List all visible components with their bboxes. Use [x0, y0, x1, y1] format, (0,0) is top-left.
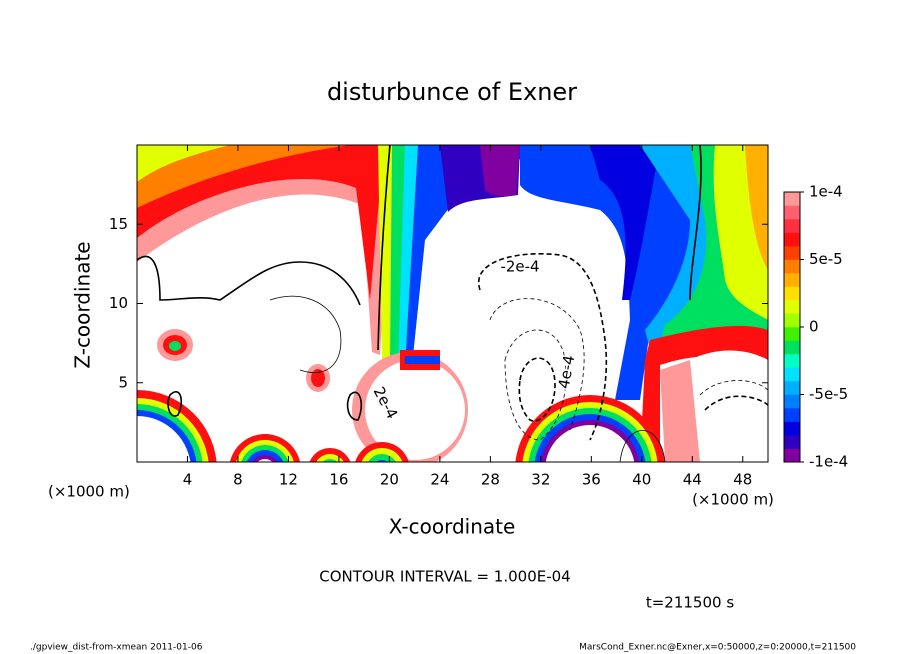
colorbar-band [784, 408, 800, 422]
x-tick-label: 24 [430, 471, 449, 489]
contour-line [269, 296, 342, 373]
y-tick-label: 5 [118, 373, 128, 391]
x-tick-label: 40 [632, 471, 651, 489]
contour-line [377, 145, 391, 351]
colorbar-band [784, 448, 800, 463]
field-ring [355, 442, 409, 462]
time-label: t=211500 s [646, 594, 734, 612]
chart-title: disturbunce of Exner [327, 78, 577, 106]
x-tick-label: 36 [582, 471, 601, 489]
x-tick-label: 44 [683, 471, 702, 489]
y-tick-label: 10 [109, 294, 128, 312]
contour-line [477, 252, 608, 441]
x-tick-label: 8 [233, 471, 243, 489]
x-tick-label: 12 [279, 471, 298, 489]
field-band [480, 145, 520, 197]
colorbar-band [784, 259, 800, 274]
contour-line [619, 430, 666, 462]
y-unit: (×1000 m) [48, 483, 130, 501]
field-band [690, 350, 768, 462]
x-tick-label: 32 [531, 471, 550, 489]
colorbar-band [784, 327, 800, 341]
field-band [137, 145, 350, 208]
colorbar-band [784, 340, 800, 355]
colorbar-band [784, 435, 800, 449]
field-band [590, 145, 660, 300]
field-band [660, 360, 700, 462]
x-axis-title: X-coordinate [389, 515, 516, 539]
colorbar-tick-label: -5e-5 [809, 385, 848, 403]
x-tick-label: 48 [733, 471, 752, 489]
footer-right: MarsCond_Exner.nc@Exner,x=0:50000,z=0:20… [579, 643, 856, 653]
contour-field [137, 145, 768, 462]
colorbar-tick-label: -1e-4 [809, 453, 848, 471]
field-band [745, 145, 768, 270]
field-ring [137, 390, 217, 462]
x-tick-label: 16 [329, 471, 348, 489]
field-band [520, 145, 700, 400]
contour-line [167, 390, 182, 417]
contour-line [504, 329, 567, 441]
colorbar-band [784, 354, 800, 368]
field-band [137, 145, 230, 182]
x-tick-label: 28 [481, 471, 500, 489]
colorbar-band [784, 421, 800, 436]
field-ring [352, 350, 468, 462]
colorbar-band [784, 394, 800, 409]
colorbar-band [784, 192, 800, 206]
contour-line [518, 357, 556, 422]
colorbar-band [784, 219, 800, 233]
colorbar-band [784, 205, 800, 220]
y-tick-label: 15 [109, 215, 128, 233]
colorbar-band [784, 232, 800, 247]
contour-label: -2e-4 [500, 258, 539, 276]
field-band [405, 145, 525, 366]
colorbar-band [784, 273, 800, 287]
field-ring [309, 448, 351, 462]
colorbar-band [784, 381, 800, 395]
contour-line [699, 380, 768, 396]
contour-interval: CONTOUR INTERVAL = 1.000E-04 [319, 568, 570, 586]
contour-line [689, 145, 702, 301]
colorbar-tick-label: 1e-4 [809, 183, 843, 201]
colorbar-tick-label: 0 [809, 318, 819, 336]
contour-line [346, 391, 362, 421]
footer-left: ./gpview_dist-from-xmean 2011-01-06 [30, 643, 203, 653]
colorbar-tick-label: 5e-5 [809, 250, 843, 268]
field-band [640, 325, 768, 462]
contour-line [137, 255, 361, 306]
x-unit: (×1000 m) [692, 491, 774, 509]
colorbar-band [784, 246, 800, 260]
x-tick-label: 20 [380, 471, 399, 489]
colorbar-band [784, 367, 800, 382]
colorbar-band [784, 313, 800, 328]
x-tick-label: 4 [183, 471, 193, 489]
colorbar-band [784, 300, 800, 314]
colorbar-band [784, 286, 800, 301]
y-axis-title: Z-coordinate [71, 241, 95, 368]
field-ring [229, 434, 301, 462]
field-band [137, 145, 384, 300]
